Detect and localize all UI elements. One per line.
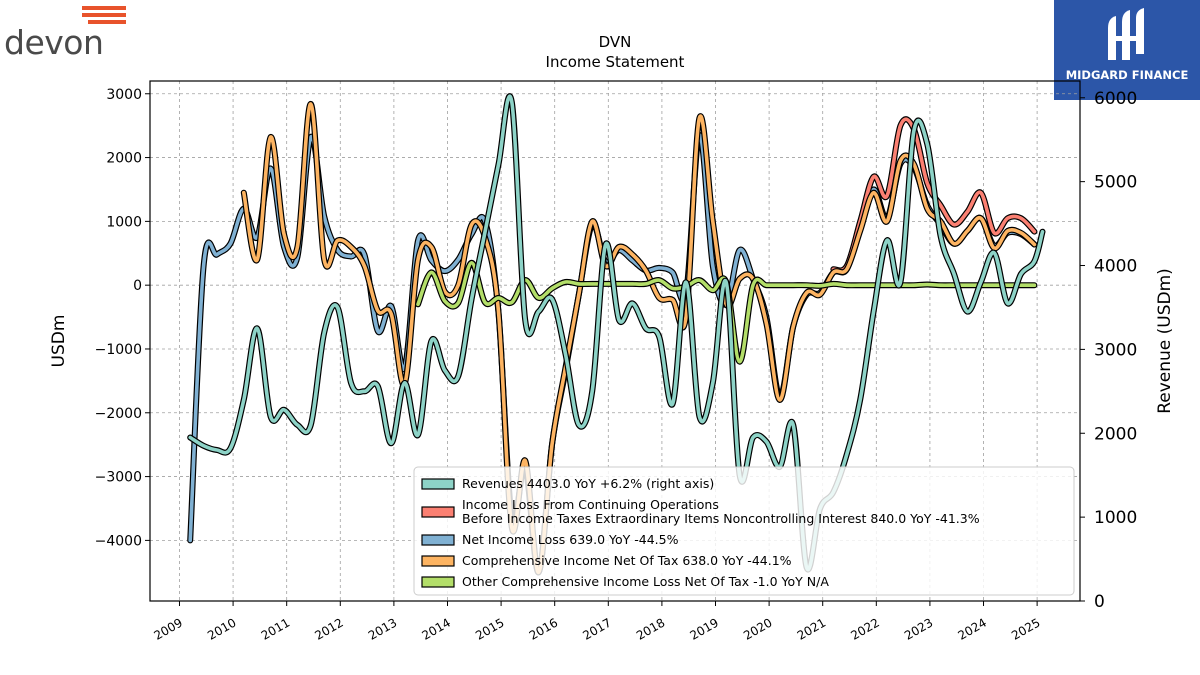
- y-tick-label: 2000: [106, 151, 142, 167]
- x-tick-label: 2012: [312, 615, 345, 642]
- devon-logo: devon: [4, 4, 126, 60]
- series-other_comprehensive: [415, 259, 1038, 365]
- x-tick-label: 2025: [1009, 615, 1042, 642]
- y2-tick-label: 4000: [1094, 257, 1137, 277]
- legend-label-comprehensive_income: Comprehensive Income Net Of Tax 638.0 Yo…: [462, 553, 792, 568]
- legend-box: [413, 466, 1075, 596]
- series-lines: [187, 93, 1046, 576]
- legend-label-income_loss_cont_ops: Before Income Taxes Extraordinary Items …: [462, 511, 980, 526]
- devon-logo-mark: [82, 6, 126, 27]
- y-tick-label: 1000: [106, 214, 142, 230]
- devon-logo-text: devon: [4, 23, 104, 62]
- legend-swatch-other_comprehensive: [421, 576, 455, 588]
- x-tick-label: 2013: [366, 615, 399, 642]
- chart-subtitle: Income Statement: [546, 53, 685, 71]
- y-tick-label: 0: [133, 278, 142, 294]
- x-tick-label: 2009: [152, 615, 185, 642]
- y2-tick-label: 5000: [1094, 173, 1137, 193]
- x-tick-label: 2018: [634, 615, 667, 642]
- x-tick-label: 2024: [956, 615, 989, 642]
- x-tick-label: 2019: [688, 615, 721, 642]
- plot-frame: [149, 80, 1081, 602]
- y-tick-label: 3000: [106, 87, 142, 103]
- y2-tick-label: 3000: [1094, 340, 1137, 360]
- legend-label-other_comprehensive: Other Comprehensive Income Loss Net Of T…: [462, 574, 829, 589]
- y-tick-label: −3000: [95, 470, 142, 486]
- series-revenues: [187, 93, 1046, 573]
- y-tick-label: −1000: [95, 342, 142, 358]
- chart-title: DVN: [599, 33, 632, 51]
- y2-tick-label: 1000: [1094, 508, 1137, 528]
- midgard-logo-text: MIDGARD FINANCE: [1065, 68, 1189, 82]
- x-tick-label: 2020: [741, 615, 774, 642]
- midgard-finance-logo: MIDGARD FINANCE: [1054, 0, 1200, 100]
- legend-label-income_loss_cont_ops: Income Loss From Continuing Operations: [462, 497, 719, 512]
- midgard-logo-mark: [1108, 8, 1144, 60]
- y2-tick-label: 0: [1094, 592, 1105, 612]
- legend-swatch-income_loss_cont_ops: [421, 506, 455, 518]
- legend: Revenues 4403.0 YoY +6.2% (right axis) In…: [413, 466, 1075, 596]
- x-tick-label: 2022: [848, 615, 881, 642]
- series-comprehensive_income: [240, 100, 1038, 576]
- series-outline-other_comprehensive: [415, 259, 1038, 365]
- legend-swatch-revenues: [421, 478, 455, 490]
- series-line-revenues: [188, 94, 1045, 572]
- x-tick-label: 2017: [580, 615, 613, 642]
- legend-label-revenues: Revenues 4403.0 YoY +6.2% (right axis): [462, 476, 714, 491]
- y-axis-label: USDm: [49, 315, 69, 368]
- y2-tick-label: 6000: [1094, 89, 1137, 109]
- x-tick-label: 2015: [473, 615, 506, 642]
- legend-label-net_income: Net Income Loss 639.0 YoY -44.5%: [462, 532, 679, 547]
- x-tick-label: 2014: [420, 615, 453, 642]
- y-tick-label: −4000: [95, 533, 142, 549]
- legend-swatch-comprehensive_income: [421, 555, 455, 567]
- x-tick-label: 2010: [205, 615, 238, 642]
- y-tick-label: −2000: [95, 406, 142, 422]
- x-tick-label: 2021: [795, 615, 828, 642]
- x-tick-label: 2016: [527, 615, 560, 642]
- legend-swatch-net_income: [421, 534, 455, 546]
- x-tick-label: 2023: [902, 615, 935, 642]
- x-tick-label: 2011: [259, 615, 292, 642]
- y2-tick-label: 2000: [1094, 424, 1137, 444]
- y2-axis-label: Revenue (USDm): [1155, 268, 1175, 414]
- series-line-comprehensive_income: [242, 102, 1037, 575]
